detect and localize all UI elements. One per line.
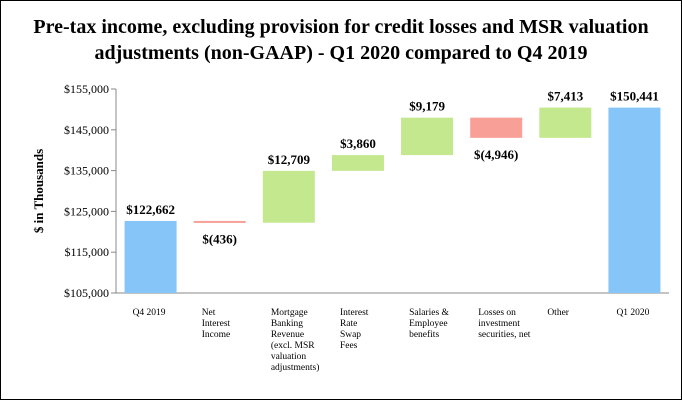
y-tick-label: $105,000: [64, 286, 109, 300]
x-category-label-3-line-5: valuation: [271, 352, 307, 362]
y-tick-label: $125,000: [64, 204, 109, 218]
x-category-label-4-line-3: Swap: [340, 330, 361, 340]
x-category-label-3-line-1: Mortgage: [271, 308, 308, 318]
y-tick-label: $155,000: [64, 82, 109, 96]
bar-value-label-3: $12,709: [268, 152, 311, 167]
x-category-label-2-line-3: Income: [202, 330, 231, 340]
bar-value-label-8: $150,441: [610, 89, 659, 104]
x-category-label-5-line-2: Employee: [409, 319, 448, 329]
bar-4: [331, 155, 384, 171]
bar-value-label-5: $9,179: [409, 99, 445, 114]
x-category-label-3-line-2: Banking: [271, 319, 303, 329]
bar-3: [262, 170, 315, 223]
x-category-label-4-line-1: Interest: [340, 308, 369, 318]
x-category-label-1-line-1: Q4 2019: [133, 308, 166, 318]
x-category-label-3-line-6: adjustments): [271, 362, 320, 373]
bar-8: [608, 107, 661, 293]
x-category-label-5-line-1: Salaries &: [409, 308, 449, 318]
x-category-label-3-line-3: Revenue: [271, 330, 304, 340]
bar-value-label-4: $3,860: [340, 136, 376, 151]
chart-title-line-1: Pre-tax income, excluding provision for …: [33, 16, 648, 38]
bar-value-label-1: $122,662: [126, 202, 175, 217]
x-category-label-8-line-1: Q1 2020: [616, 308, 649, 318]
bar-value-label-7: $7,413: [547, 89, 583, 104]
x-category-label-2-line-1: Net: [202, 308, 216, 318]
bar-value-label-6: $(4,946): [474, 147, 518, 162]
x-category-label-6-line-1: Losses on: [478, 308, 516, 318]
y-axis-label: $ in Thousands: [31, 149, 46, 233]
bar-2: [193, 220, 246, 223]
x-category-label-7-line-1: Other: [547, 308, 569, 318]
x-category-label-2-line-2: Interest: [202, 319, 231, 329]
x-category-label-6-line-3: securities, net: [478, 330, 531, 340]
bar-5: [401, 117, 454, 156]
y-tick-label: $145,000: [64, 123, 109, 137]
x-category-label-6-line-2: investment: [478, 319, 520, 329]
bar-6: [470, 117, 523, 138]
x-category-label-3-line-4: (excl. MSR: [271, 340, 315, 351]
bar-1: [124, 220, 177, 293]
y-tick-label: $135,000: [64, 164, 109, 178]
bar-7: [539, 107, 592, 138]
x-category-label-5-line-3: benefits: [409, 329, 439, 340]
chart-title-line-2: adjustments (non-GAAP) - Q1 2020 compare…: [95, 42, 588, 64]
bar-value-label-2: $(436): [202, 232, 237, 247]
x-category-label-4-line-2: Rate: [340, 319, 357, 329]
y-tick-label: $115,000: [64, 245, 109, 259]
x-category-label-4-line-4: Fees: [340, 341, 358, 351]
